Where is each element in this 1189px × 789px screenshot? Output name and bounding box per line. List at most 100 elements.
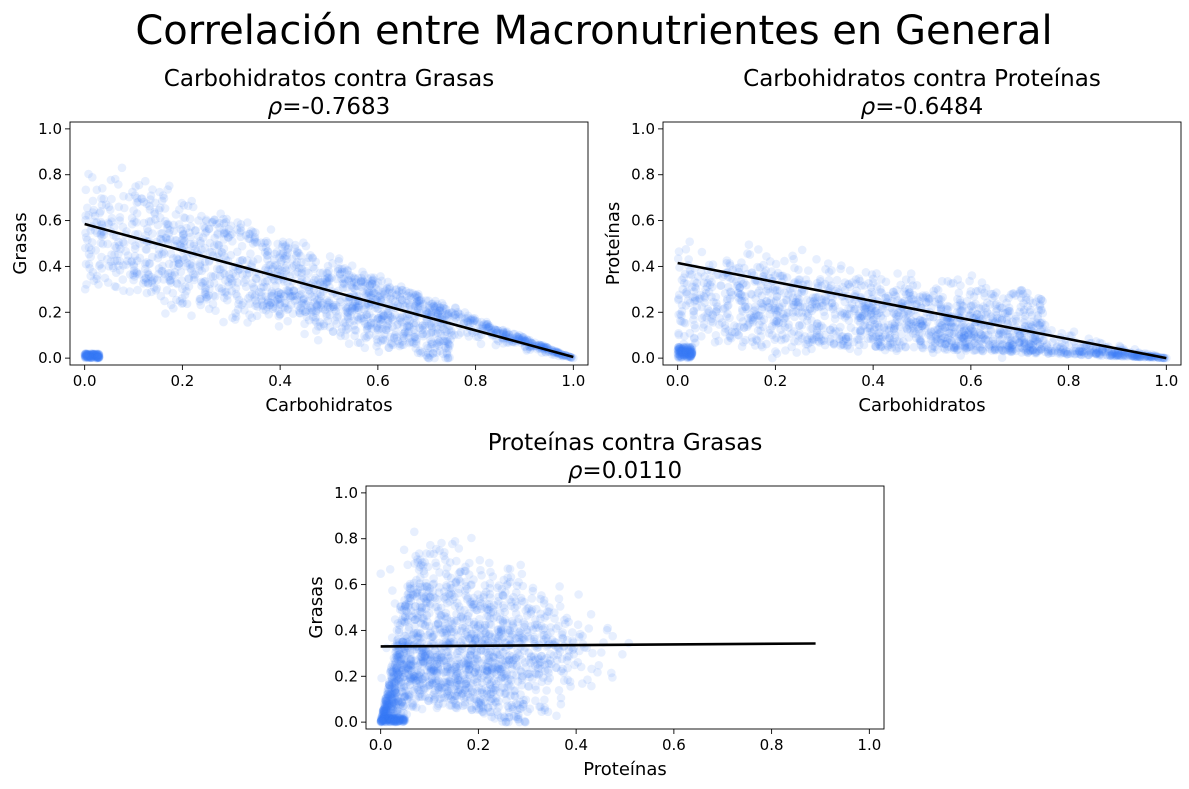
scatter-point [1073, 349, 1082, 358]
scatter-point [433, 308, 443, 318]
scatter-point [766, 257, 775, 266]
scatter-point [299, 238, 308, 247]
scatter-point [213, 240, 222, 249]
scatter-point [228, 237, 237, 246]
scatter-point [143, 269, 153, 279]
scatter-point [399, 322, 408, 332]
scatter-point [410, 292, 420, 302]
scatter-point [365, 330, 374, 340]
scatter-point [132, 193, 142, 203]
scatter-point [398, 337, 407, 346]
scatter-point [359, 316, 369, 326]
scatter-point [150, 208, 159, 217]
scatter-point [689, 307, 698, 316]
scatter-point [409, 318, 418, 328]
scatter-point [522, 346, 531, 355]
scatter-point [430, 343, 440, 353]
scatter-point [1118, 352, 1127, 361]
scatter-point [252, 299, 262, 309]
scatter-point [397, 296, 407, 305]
scatter-point [937, 331, 946, 341]
scatter-point [402, 330, 412, 339]
scatter-point [382, 292, 391, 301]
scatter-point [92, 353, 101, 363]
scatter-point [323, 273, 333, 282]
scatter-point [314, 275, 323, 284]
scatter-point [165, 181, 174, 191]
scatter-point [988, 289, 997, 299]
scatter-point [882, 325, 892, 335]
scatter-point [171, 235, 180, 245]
scatter-point [172, 236, 181, 245]
scatter-point [297, 257, 306, 267]
scatter-point [475, 320, 484, 330]
scatter-point [1005, 306, 1014, 316]
scatter-point [349, 321, 359, 330]
scatter-point [801, 275, 811, 285]
scatter-point [901, 343, 910, 352]
scatter-point [397, 295, 407, 305]
scatter-point [727, 327, 737, 337]
scatter-point [428, 339, 437, 349]
scatter-point [366, 293, 375, 302]
scatter-point [323, 298, 333, 307]
scatter-point [789, 300, 798, 310]
scatter-point [879, 322, 889, 332]
scatter-point [340, 264, 349, 273]
scatter-point [384, 316, 393, 326]
scatter-point [388, 340, 398, 350]
scatter-point [967, 324, 976, 333]
scatter-point [378, 334, 387, 343]
scatter-point [377, 315, 387, 324]
scatter-point [435, 303, 445, 312]
scatter-point [1094, 349, 1104, 359]
scatter-point [397, 317, 407, 327]
rho-symbol: ρ [268, 94, 283, 120]
scatter-point [158, 229, 167, 238]
scatter-point [462, 328, 472, 337]
scatter-point [358, 275, 368, 285]
scatter-point [924, 294, 934, 304]
scatter-point [435, 337, 444, 346]
scatter-point [127, 256, 137, 266]
scatter-point [263, 276, 272, 286]
scatter-point [244, 234, 253, 243]
scatter-point [187, 311, 196, 321]
scatter-point [805, 338, 814, 347]
scatter-point [177, 294, 187, 303]
scatter-point [772, 291, 782, 301]
scatter-point [189, 270, 198, 279]
scatter-point [414, 296, 424, 306]
scatter-point [351, 275, 360, 284]
scatter-point [314, 294, 324, 304]
y-tick-label: 1.0 [631, 120, 655, 138]
scatter-point [847, 299, 857, 309]
scatter-point [954, 332, 964, 341]
scatter-point [974, 303, 984, 313]
scatter-point [550, 614, 559, 623]
scatter-point [182, 253, 191, 263]
scatter-point [93, 353, 102, 363]
scatter-point [334, 254, 344, 263]
scatter-point [179, 201, 189, 210]
scatter-point [354, 305, 364, 315]
scatter-point [1028, 345, 1038, 354]
scatter-point [675, 347, 685, 357]
scatter-point [238, 255, 247, 265]
scatter-point [260, 278, 270, 287]
scatter-panel-2: 0.0 0.2 0.4 0.6 0.8 1.00.00.20.40.60.81.0Carb… [603, 66, 1182, 416]
scatter-point [1112, 351, 1121, 360]
scatter-point [697, 332, 706, 341]
scatter-point [865, 323, 875, 333]
scatter-point [91, 351, 100, 361]
scatter-point [283, 248, 293, 257]
scatter-point [673, 346, 683, 356]
scatter-point [1076, 347, 1085, 357]
scatter-point [853, 335, 862, 344]
scatter-point [217, 247, 226, 257]
scatter-point [233, 278, 242, 287]
scatter-point [412, 336, 421, 346]
scatter-point [997, 316, 1007, 325]
scatter-point [94, 353, 103, 362]
scatter-point [103, 254, 112, 264]
